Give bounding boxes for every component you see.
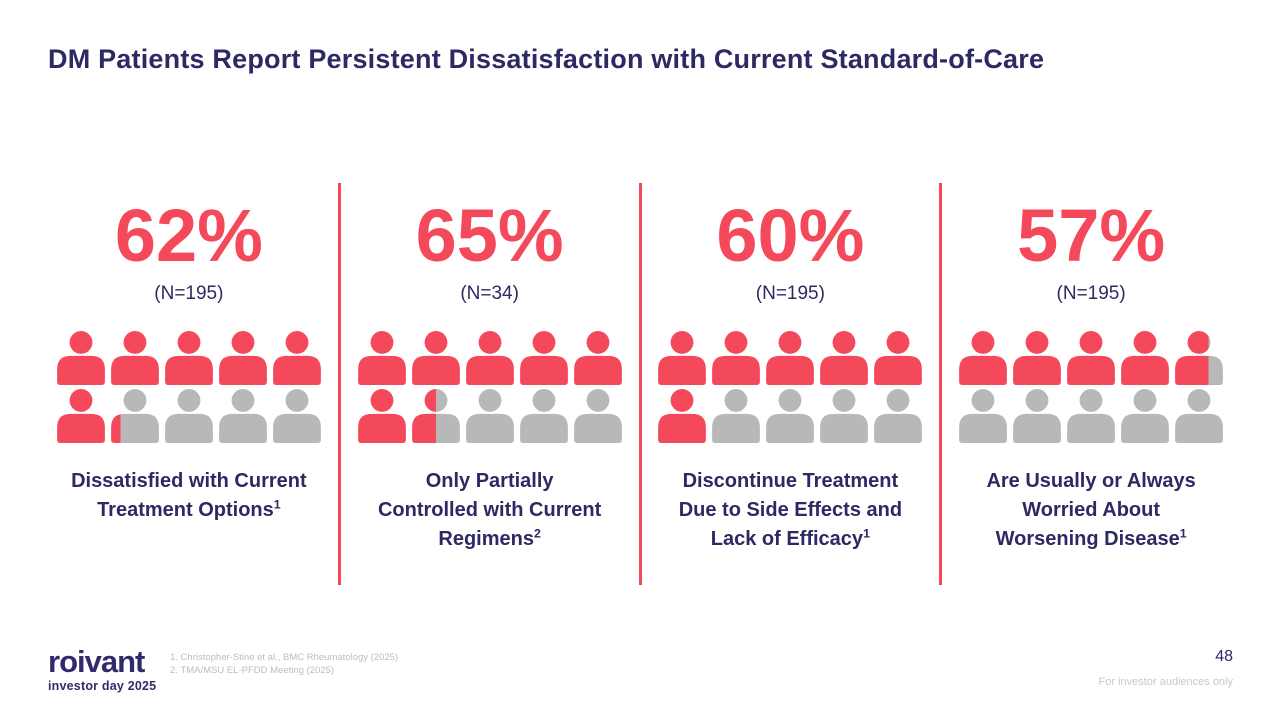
people-pictogram: [357, 331, 622, 443]
person-icon: [519, 389, 568, 443]
footnote-line: 1. Christopher-Stine et al., BMC Rheumat…: [170, 652, 399, 663]
person-icon: [411, 331, 460, 385]
people-pictogram: [959, 331, 1224, 443]
person-icon: [164, 389, 213, 443]
stat-column: 62% (N=195) Dissatisfied with Current Trea…: [40, 183, 338, 585]
person-icon: [1175, 389, 1224, 443]
slide-title: DM Patients Report Persistent Dissatisfa…: [48, 44, 1045, 74]
stats-columns: 62% (N=195) Dissatisfied with Current Trea…: [40, 183, 1240, 585]
pictogram-row: [357, 389, 622, 443]
person-icon: [519, 331, 568, 385]
person-icon: [465, 389, 514, 443]
stat-percentage: 57%: [1017, 194, 1166, 277]
person-icon: [1121, 331, 1170, 385]
footnote-reference: 1: [863, 526, 870, 541]
pictogram-row: [56, 389, 321, 443]
person-icon: [874, 331, 923, 385]
person-icon: [959, 389, 1008, 443]
stat-description: Are Usually or Always Worried About Wors…: [986, 470, 1196, 550]
person-icon: [712, 331, 761, 385]
person-icon: [357, 331, 406, 385]
person-icon: [1175, 331, 1224, 385]
pictogram-row: [959, 331, 1224, 385]
person-icon: [1067, 331, 1116, 385]
pictogram-row: [56, 331, 321, 385]
person-icon: [959, 331, 1008, 385]
pictogram-row: [658, 331, 923, 385]
sample-size: (N=34): [460, 283, 519, 304]
person-icon: [56, 389, 105, 443]
footnotes: 1. Christopher-Stine et al., BMC Rheumat…: [170, 651, 398, 678]
person-icon: [820, 389, 869, 443]
person-icon: [658, 331, 707, 385]
roivant-logo: roivant investor day 2025: [48, 646, 156, 693]
person-icon: [766, 331, 815, 385]
person-icon: [766, 389, 815, 443]
person-icon: [573, 331, 622, 385]
page-number: 48: [1215, 648, 1233, 665]
person-icon: [1121, 389, 1170, 443]
person-icon: [1013, 389, 1062, 443]
footnote-line: 2. TMA/MSU EL-PFDD Meeting (2025): [170, 665, 335, 677]
sample-size: (N=195): [1056, 283, 1126, 304]
footnote-reference: 2: [533, 526, 541, 541]
person-icon: [110, 331, 159, 385]
person-icon: [820, 331, 869, 385]
person-icon: [272, 331, 321, 385]
stat-description: Dissatisfied with Current Treatment Opti…: [71, 470, 307, 521]
sample-size: (N=195): [755, 283, 825, 304]
person-icon: [357, 389, 406, 443]
person-icon: [56, 331, 105, 385]
stat-column: 57% (N=195) Are Usually or Always Worried …: [942, 183, 1240, 585]
stat-description: Only Partially Controlled with Current R…: [377, 470, 602, 550]
person-icon: [1067, 389, 1116, 443]
person-icon: [218, 331, 267, 385]
person-icon: [658, 389, 707, 443]
person-icon: [272, 389, 321, 443]
logo-wordmark: roivant: [48, 644, 145, 679]
stat-description: Discontinue Treatment Due to Side Effect…: [678, 470, 903, 550]
logo-subtitle: investor day 2025: [48, 679, 157, 693]
person-icon: [874, 389, 923, 443]
person-icon: [411, 389, 460, 443]
person-icon: [1013, 331, 1062, 385]
person-icon: [465, 331, 514, 385]
stat-percentage: 62%: [114, 194, 263, 277]
pictogram-row: [357, 331, 622, 385]
stat-percentage: 65%: [415, 194, 564, 277]
stat-column: 60% (N=195) Discontinue Treatment Due to S…: [642, 183, 940, 585]
pictogram-row: [959, 389, 1224, 443]
footnote-reference: 1: [273, 497, 281, 512]
sample-size: (N=195): [154, 283, 224, 304]
column-divider: [638, 183, 642, 585]
footnote-reference: 1: [1179, 526, 1187, 541]
audience-note: For investor audiences only: [1098, 676, 1233, 688]
column-divider: [337, 183, 341, 585]
person-icon: [110, 389, 159, 443]
person-icon: [573, 389, 622, 443]
person-icon: [712, 389, 761, 443]
pictogram-row: [658, 389, 923, 443]
stat-column: 65% (N=34) Only Partially Controlled with …: [341, 183, 639, 585]
people-pictogram: [56, 331, 321, 443]
stat-percentage: 60%: [716, 194, 865, 277]
person-icon: [164, 331, 213, 385]
person-icon: [218, 389, 267, 443]
people-pictogram: [658, 331, 923, 443]
column-divider: [939, 183, 943, 585]
